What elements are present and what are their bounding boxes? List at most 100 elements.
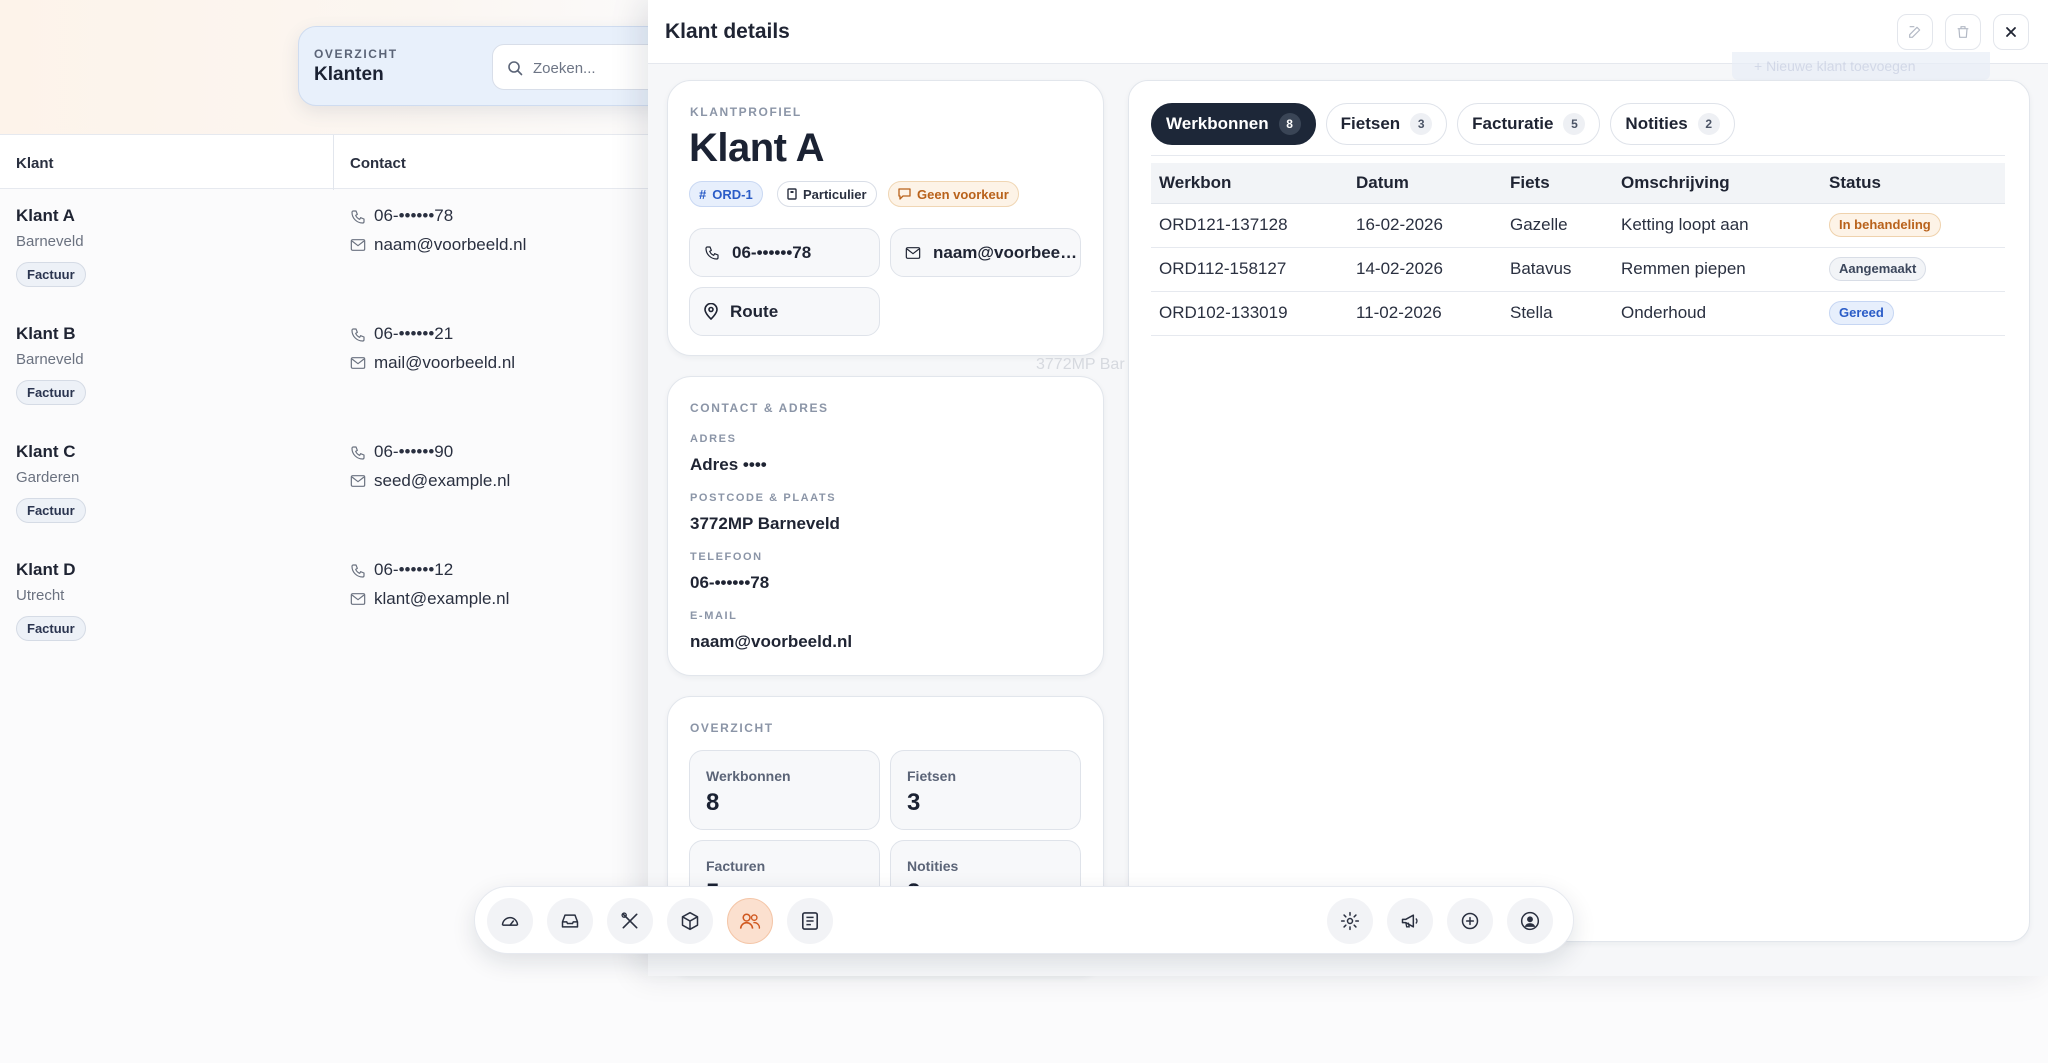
column-divider [333,135,334,190]
phone-icon [350,563,366,579]
background-ghost-text: 3772MP Bar [1036,356,1125,373]
phone-icon [350,327,366,343]
stat-label: Werkbonnen [706,768,791,784]
drawer-header: Klant details + Nieuwe klant toevoegen [648,0,2048,80]
list-row-klant-a[interactable]: Klant A Barneveld Factuur 06-••••••78 na… [0,206,660,324]
box-icon [680,911,700,931]
email-button[interactable]: naam@voorbeeld.nl [890,228,1081,277]
drawer-title: Klant details [665,20,790,43]
preference-chip: Geen voorkeur [888,181,1019,207]
dock-dashboard[interactable] [487,898,533,944]
dock-documents[interactable] [787,898,833,944]
call-button[interactable]: 06-••••••78 [689,228,880,277]
tab-label: Werkbonnen [1166,114,1269,133]
message-icon [898,188,911,200]
route-button[interactable]: Route [689,287,880,336]
customer-name: Klant D [16,560,76,579]
customer-city: Utrecht [16,587,65,604]
stat-value: 8 [706,789,720,816]
cell-status: Aangemaakt [1821,247,2005,292]
cell-omschrijving: Remmen piepen [1613,247,1821,292]
postcode-value: 3772MP Barneveld [690,514,840,533]
tab-facturatie[interactable]: Facturatie 5 [1457,103,1601,145]
preference-label: Geen voorkeur [917,186,1009,202]
list-header-eyebrow: OVERZICHT [314,47,398,61]
megaphone-icon [1400,911,1420,931]
customer-name: Klant B [16,324,76,343]
customer-phone: 06-••••••90 [374,442,454,461]
add-customer-button: + Nieuwe klant toevoegen [1732,52,1990,80]
delete-button[interactable] [1945,14,1981,50]
profile-name: Klant A [689,126,825,170]
column-header-contact: Contact [350,155,406,172]
table-row[interactable]: ORD112-158127 14-02-2026 Batavus Remmen … [1151,247,2005,292]
postcode-label: POSTCODE & PLAATS [690,492,837,504]
overview-eyebrow: OVERZICHT [690,721,774,735]
dashboard-icon [500,911,520,931]
edit-button[interactable] [1897,14,1933,50]
dock-add[interactable] [1447,898,1493,944]
status-badge: In behandeling [1829,213,1941,237]
dock-settings[interactable] [1327,898,1373,944]
table-row[interactable]: ORD121-137128 16-02-2026 Gazelle Ketting… [1151,203,2005,248]
user-icon [1520,911,1540,931]
list-row-klant-b[interactable]: Klant B Barneveld Factuur 06-••••••21 ma… [0,324,660,442]
close-button[interactable] [1993,14,2029,50]
cell-werkbon: ORD121-137128 [1151,203,1348,248]
customer-type-chip: Particulier [777,181,877,207]
trash-icon [1955,24,1971,40]
cell-fiets: Batavus [1502,247,1613,292]
table-header-row: Werkbon Datum Fiets Omschrijving Status [1151,163,2005,204]
dock-customers[interactable] [727,898,773,944]
stat-fietsen: Fietsen 3 [890,750,1081,830]
column-header-omschrijving: Omschrijving [1613,163,1821,204]
status-badge: Gereed [1829,301,1894,325]
building-icon [787,188,797,200]
cell-status: Gereed [1821,291,2005,336]
dock-account[interactable] [1507,898,1553,944]
search-icon [507,60,523,76]
tab-werkbonnen[interactable]: Werkbonnen 8 [1151,103,1316,145]
order-chip: # ORD-1 [689,181,763,207]
tab-notities[interactable]: Notities 2 [1610,103,1735,145]
contact-address-card: CONTACT & ADRES ADRES Adres •••• POSTCOD… [667,376,1104,676]
tab-label: Notities [1625,114,1688,133]
cell-datum: 11-02-2026 [1348,291,1502,336]
profile-card: KLANTPROFIEL Klant A # ORD-1 Particulier… [667,80,1104,356]
cell-omschrijving: Onderhoud [1613,291,1821,336]
customer-name: Klant A [16,206,75,225]
list-row-klant-d[interactable]: Klant D Utrecht Factuur 06-••••••12 klan… [0,560,660,678]
column-header-fiets: Fiets [1502,163,1613,204]
invoice-badge: Factuur [16,616,86,641]
column-header-klant: Klant [16,155,54,172]
customer-city: Barneveld [16,351,84,368]
cell-werkbon: ORD112-158127 [1151,247,1348,292]
close-icon [2005,26,2017,38]
werkbonnen-table: Werkbon Datum Fiets Omschrijving Status … [1151,163,2005,336]
invoice-badge: Factuur [16,498,86,523]
customer-phone: 06-••••••12 [374,560,454,579]
tab-count: 8 [1278,113,1301,135]
cell-omschrijving: Ketting loopt aan [1613,203,1821,248]
inbox-icon [560,911,580,931]
customer-phone: 06-••••••78 [374,206,454,225]
cell-fiets: Stella [1502,291,1613,336]
profile-eyebrow: KLANTPROFIEL [690,105,802,119]
dock-inbox[interactable] [547,898,593,944]
customer-name: Klant C [16,442,76,461]
email-label: E-MAIL [690,610,738,622]
dock-tools[interactable] [607,898,653,944]
list-row-klant-c[interactable]: Klant C Garderen Factuur 06-••••••90 see… [0,442,660,560]
cell-datum: 14-02-2026 [1348,247,1502,292]
address-label: ADRES [690,433,737,445]
table-row[interactable]: ORD102-133019 11-02-2026 Stella Onderhou… [1151,291,2005,336]
email-value: naam@voorbeeld.nl [690,632,853,651]
tab-fietsen[interactable]: Fietsen 3 [1325,103,1448,145]
bottom-dock [474,886,1574,954]
list-header-title: Klanten [314,64,384,85]
dock-products[interactable] [667,898,713,944]
map-pin-icon [704,303,718,320]
dock-announcements[interactable] [1387,898,1433,944]
edit-icon [1907,24,1923,40]
stat-label: Facturen [706,858,766,874]
